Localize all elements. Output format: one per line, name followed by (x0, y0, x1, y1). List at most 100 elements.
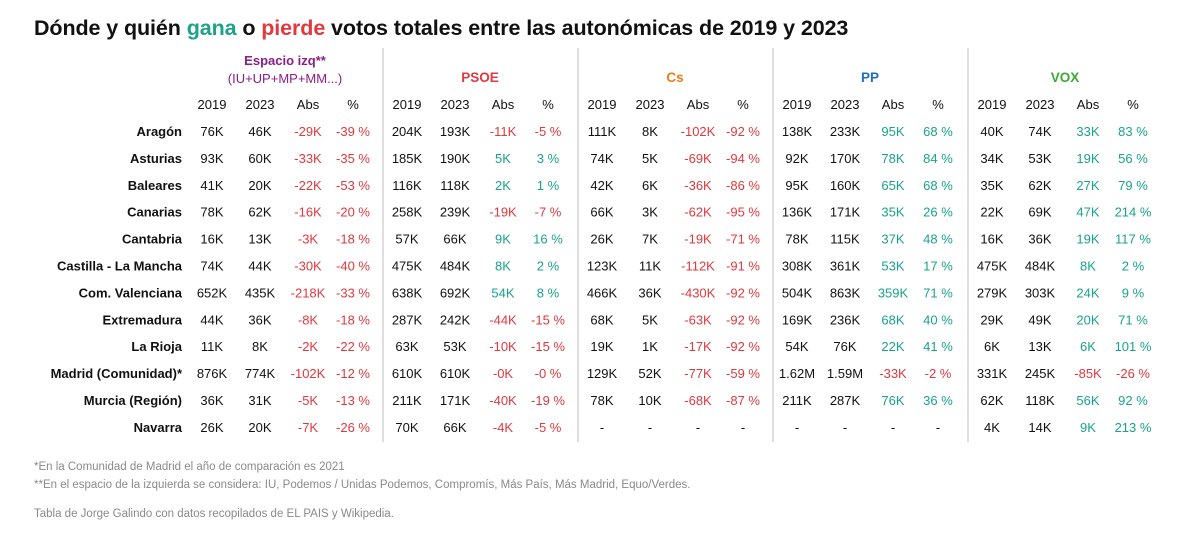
table-cell: 258K (392, 205, 423, 220)
table-cell: 171K (440, 393, 471, 408)
table-cell: 66K (443, 232, 466, 247)
table-cell: 239K (440, 205, 471, 220)
table-cell: 1.59M (827, 366, 863, 381)
table-cell: 17 % (923, 259, 953, 274)
table-cell: 101 % (1115, 339, 1152, 354)
table-cell: 54K (785, 339, 808, 354)
table-cell: 331K (977, 366, 1008, 381)
table-cell: -5K (298, 393, 319, 408)
table-cell: -5 % (535, 124, 562, 139)
table-cell: 48 % (923, 232, 953, 247)
table-cell: -19K (684, 232, 712, 247)
table-cell: -87 % (726, 393, 760, 408)
table-cell: 129K (587, 366, 618, 381)
table-cell: 26 % (923, 205, 953, 220)
table-cell: 16K (980, 232, 1003, 247)
table-cell: 5K (495, 151, 511, 166)
table-cell: 14K (1028, 420, 1051, 435)
party-name: Cs (666, 70, 683, 85)
table-cell: 36K (1028, 232, 1051, 247)
party-name: VOX (1051, 70, 1080, 85)
table-cell: 5K (642, 312, 658, 327)
table-cell: -7K (298, 420, 319, 435)
column-header: Abs (297, 97, 320, 112)
party-name: PSOE (461, 70, 499, 85)
table-cell: 76K (200, 124, 223, 139)
footnotes: *En la Comunidad de Madrid el año de com… (34, 458, 690, 494)
region-label: Baleares (128, 178, 182, 193)
table-cell: -430K (681, 285, 716, 300)
table-cell: 34K (980, 151, 1003, 166)
table-cell: 68K (590, 312, 613, 327)
table-cell: 74K (1028, 124, 1051, 139)
table-cell: 22K (980, 205, 1003, 220)
table-cell: 19K (590, 339, 613, 354)
table-cell: - (843, 420, 847, 435)
table-cell: -71 % (726, 232, 760, 247)
table-cell: 3K (642, 205, 658, 220)
table-cell: -4K (493, 420, 514, 435)
title-part-1: Dónde y quién (34, 16, 187, 40)
table-cell: 484K (440, 259, 471, 274)
title-gana: gana (186, 16, 237, 40)
table-cell: 24K (1076, 285, 1099, 300)
table-cell: -22K (294, 178, 322, 193)
table-cell: -26 % (1116, 366, 1150, 381)
table-cell: 8K (642, 124, 658, 139)
column-header: 2023 (441, 97, 470, 112)
table-cell: 74K (200, 259, 223, 274)
table-cell: 76K (833, 339, 856, 354)
table-cell: 9K (495, 232, 511, 247)
footnote-madrid: *En la Comunidad de Madrid el año de com… (34, 461, 345, 473)
table-cell: 193K (440, 124, 471, 139)
table-cell: 68 % (923, 178, 953, 193)
table-cell: -94 % (726, 151, 760, 166)
table-cell: -19 % (531, 393, 565, 408)
table-cell: - (936, 420, 940, 435)
table-cell: - (741, 420, 745, 435)
table-cell: 26K (590, 232, 613, 247)
table-cell: 95K (785, 178, 808, 193)
table-cell: 60K (248, 151, 271, 166)
table-cell: 9 % (1122, 285, 1145, 300)
table-cell: 36K (638, 285, 661, 300)
table-cell: 4K (984, 420, 1000, 435)
table-cell: 29K (980, 312, 1003, 327)
table-cell: 53K (443, 339, 466, 354)
region-label: Canarias (127, 205, 182, 220)
column-header: 2019 (198, 97, 227, 112)
column-header: % (1127, 97, 1139, 112)
table-cell: -40K (489, 393, 517, 408)
table-cell: 66K (443, 420, 466, 435)
table-cell: 92K (785, 151, 808, 166)
table-cell: 2 % (537, 259, 560, 274)
table-cell: 287K (392, 312, 423, 327)
region-label: Asturias (130, 151, 182, 166)
title-pierde: pierde (261, 16, 326, 40)
table-cell: 92 % (1118, 393, 1148, 408)
table-cell: 6K (1080, 339, 1096, 354)
table-cell: 20K (248, 420, 271, 435)
table-cell: -19K (489, 205, 517, 220)
table-cell: 40 % (923, 312, 953, 327)
table-cell: 6K (984, 339, 1000, 354)
table-cell: 475K (392, 259, 423, 274)
table-cell: 62K (1028, 178, 1051, 193)
column-header: 2023 (636, 97, 665, 112)
table-cell: -86 % (726, 178, 760, 193)
table-cell: 35K (881, 205, 904, 220)
table-cell: 40K (980, 124, 1003, 139)
column-header: 2019 (783, 97, 812, 112)
table-cell: 13K (1028, 339, 1051, 354)
table-cell: 44K (248, 259, 271, 274)
table-cell: -29K (294, 124, 322, 139)
table-cell: 136K (782, 205, 813, 220)
table-cell: -68K (684, 393, 712, 408)
table-cell: 111K (588, 124, 617, 139)
table-cell: 5K (642, 151, 658, 166)
table-cell: 8K (252, 339, 268, 354)
table-cell: 36K (200, 393, 223, 408)
column-header: % (932, 97, 944, 112)
table-cell: -22 % (336, 339, 370, 354)
